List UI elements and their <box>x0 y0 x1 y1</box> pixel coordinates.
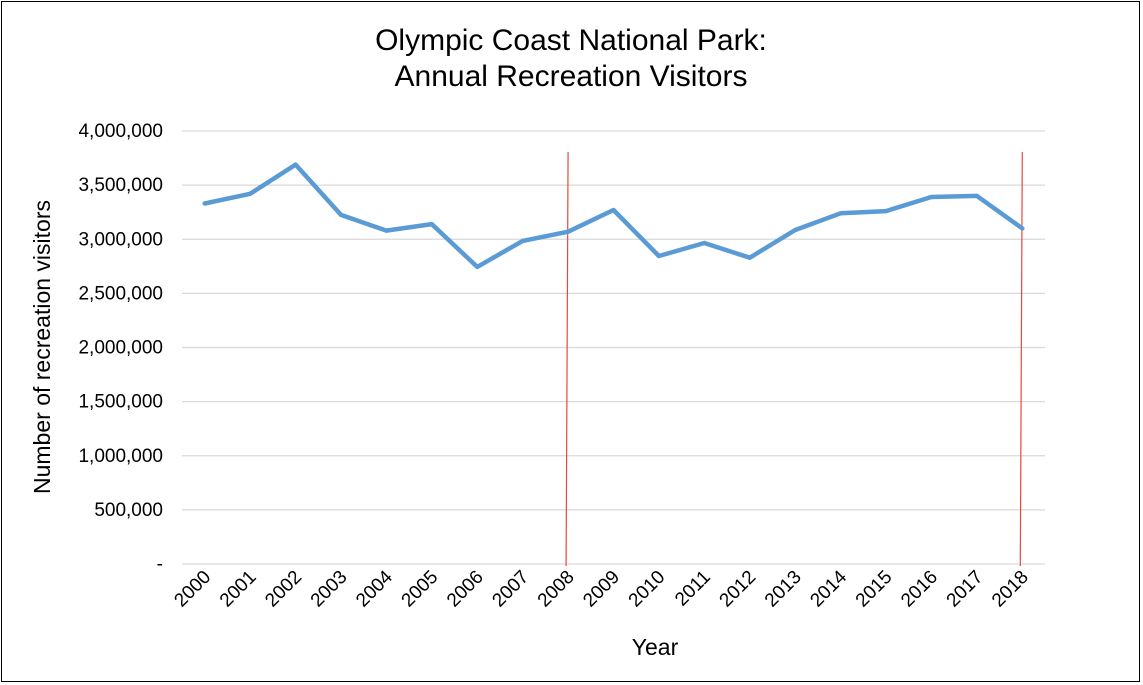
series-line-0 <box>202 162 1025 270</box>
data-point <box>929 195 934 200</box>
chart-title-line-2: Annual Recreation Visitors <box>395 60 748 93</box>
x-tick-label: 2012 <box>716 567 761 612</box>
y-axis-label: Number of recreation visitors <box>29 200 55 494</box>
x-tick-label: 2016 <box>897 567 942 612</box>
data-point <box>475 264 480 269</box>
y-tick-label: 500,000 <box>94 500 163 521</box>
data-point <box>656 254 661 259</box>
data-point <box>293 162 298 167</box>
y-tick-label: - <box>157 554 163 575</box>
x-tick-label: 2018 <box>988 567 1033 612</box>
x-tick-label: 2003 <box>307 567 352 612</box>
series-group <box>202 162 1025 270</box>
data-point <box>974 193 979 198</box>
gridlines <box>182 130 1045 565</box>
y-tick-label: 3,000,000 <box>78 229 163 250</box>
data-point <box>793 228 798 233</box>
x-tick-label: 2010 <box>625 567 670 612</box>
y-tick-labels: - 500,000 1,000,000 1,500,000 2,000,000 2,500… <box>78 121 163 575</box>
y-tick-label: 1,500,000 <box>78 392 163 413</box>
marker-line-2018 <box>1019 151 1023 567</box>
data-point <box>520 238 525 243</box>
data-point <box>702 241 707 246</box>
x-tick-label: 2007 <box>488 567 533 612</box>
x-tick-label: 2011 <box>671 567 715 611</box>
data-point <box>838 211 843 216</box>
x-tick-label: 2000 <box>170 567 215 612</box>
data-point <box>611 208 616 213</box>
data-point <box>747 255 752 260</box>
x-tick-label: 2017 <box>943 567 988 612</box>
x-tick-labels: 2000 2001 2002 2003 2004 2005 2006 2007 2008 2009… <box>170 566 1032 611</box>
x-tick-label: 2006 <box>443 567 488 612</box>
x-tick-label: 2013 <box>761 567 806 612</box>
y-tick-label: 2,000,000 <box>78 338 163 359</box>
x-axis-label: Year <box>632 634 679 660</box>
x-tick-label: 2004 <box>352 566 397 611</box>
y-tick-label: 2,500,000 <box>78 283 163 304</box>
data-point <box>884 209 889 214</box>
data-point <box>338 212 343 217</box>
x-tick-label: 2001 <box>216 567 261 612</box>
x-tick-label: 2005 <box>398 567 443 612</box>
x-tick-label: 2008 <box>534 567 579 612</box>
x-tick-label: 2002 <box>261 567 306 612</box>
data-point <box>566 229 571 234</box>
marker-lines <box>565 151 1023 567</box>
x-tick-label: 2009 <box>579 567 624 612</box>
data-point <box>248 191 253 196</box>
y-tick-label: 4,000,000 <box>78 121 163 142</box>
chart-title-line-1: Olympic Coast National Park: <box>375 24 767 57</box>
data-point <box>384 228 389 233</box>
marker-line-2008 <box>565 151 569 567</box>
y-tick-label: 3,500,000 <box>78 175 163 196</box>
data-point <box>202 201 207 206</box>
data-point <box>1020 226 1025 231</box>
y-tick-label: 1,000,000 <box>78 446 163 467</box>
x-tick-label: 2014 <box>806 566 851 611</box>
x-tick-label: 2015 <box>852 567 897 612</box>
data-point <box>429 222 434 227</box>
